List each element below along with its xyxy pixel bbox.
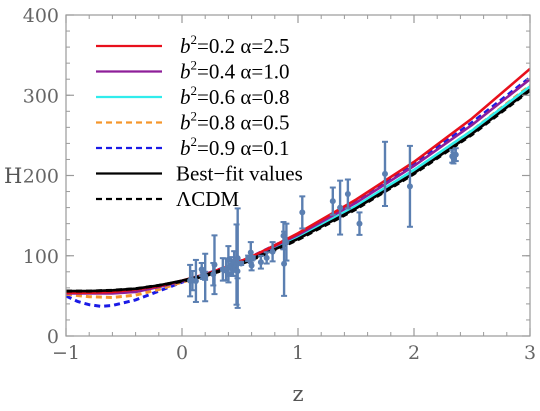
data-point-2 (192, 258, 199, 303)
legend-label-5: Best−fit values (176, 162, 303, 186)
data-point-27 (263, 251, 270, 265)
legend-entry-4: b2=0.9 α=0.1 (96, 134, 289, 160)
data-point-36 (356, 211, 363, 236)
axis-ticks (65, 14, 531, 337)
data-point-38 (406, 144, 413, 228)
legend-label-4: b2=0.9 α=0.1 (180, 134, 289, 160)
y-tick-label-4: 400 (23, 5, 59, 27)
model-curves (66, 67, 530, 308)
legend-label-2: b2=0.6 α=0.8 (180, 83, 289, 109)
legend-label-3: b2=0.8 α=0.5 (180, 109, 289, 135)
legend-entry-0: b2=0.2 α=2.5 (96, 32, 289, 58)
legend-label-0: b2=0.2 α=2.5 (180, 32, 289, 58)
y-tick-label-3: 300 (23, 85, 59, 107)
data-point-20 (234, 207, 241, 309)
series-line-1 (66, 78, 530, 295)
data-point-6 (202, 252, 209, 303)
series-line-3 (66, 84, 530, 300)
data-point-33 (329, 186, 336, 216)
y-axis-title: H (4, 164, 22, 188)
y-tick-label-1: 100 (23, 246, 59, 268)
y-tick-label-2: 200 (23, 166, 59, 188)
x-tick-label-0: −1 (52, 342, 80, 364)
x-tick-label-1: 0 (176, 342, 188, 364)
data-point-34 (337, 179, 344, 236)
legend-entry-3: b2=0.8 α=0.5 (96, 109, 289, 135)
data-point-31 (283, 222, 290, 262)
data-point-37 (382, 140, 388, 207)
series-line-6 (66, 89, 530, 293)
x-tick-label-2: 1 (292, 342, 304, 364)
data-point-26 (257, 254, 264, 270)
data-point-41 (452, 147, 459, 163)
legend-entry-5: Best−fit values (96, 162, 303, 186)
x-tick-label-4: 3 (524, 342, 536, 364)
data-point-32 (299, 195, 306, 230)
x-tick-label-3: 2 (408, 342, 420, 364)
legend: b2=0.2 α=2.5b2=0.4 α=1.0b2=0.6 α=0.8b2=0… (96, 32, 303, 211)
data-point-21 (238, 260, 245, 267)
data-point-35 (344, 178, 351, 210)
data-point-25 (249, 254, 256, 261)
data-point-8 (211, 234, 218, 296)
observational-data-points (187, 140, 459, 309)
series-line-2 (66, 85, 530, 294)
legend-label-6: ΛCDM (176, 187, 239, 211)
data-point-28 (269, 241, 276, 263)
x-axis-title: z (292, 382, 303, 406)
series-line-5 (66, 88, 530, 293)
legend-entry-6: ΛCDM (96, 187, 239, 211)
y-tick-label-0: 0 (47, 326, 59, 348)
legend-label-1: b2=0.4 α=1.0 (180, 58, 289, 84)
series-line-4 (66, 76, 530, 308)
legend-entry-1: b2=0.4 α=1.0 (96, 58, 289, 84)
legend-entry-2: b2=0.6 α=0.8 (96, 83, 289, 109)
